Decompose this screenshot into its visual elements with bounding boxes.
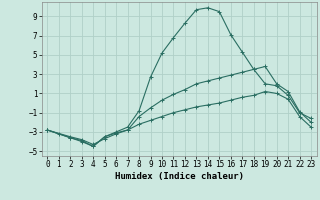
X-axis label: Humidex (Indice chaleur): Humidex (Indice chaleur) — [115, 172, 244, 181]
